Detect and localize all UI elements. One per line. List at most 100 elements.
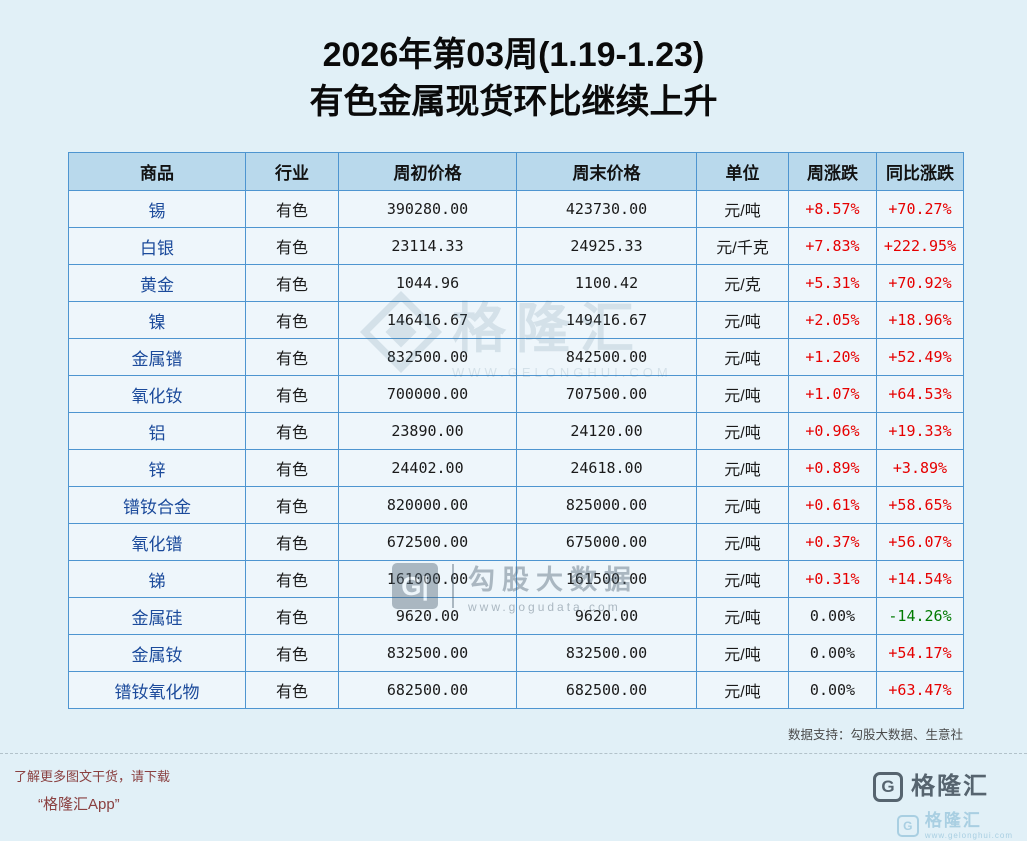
cell-end-price: 423730.00	[516, 190, 697, 228]
cell-yoy-change: +70.92%	[876, 264, 964, 302]
cell-unit: 元/吨	[696, 560, 789, 598]
col-header-yoy-change: 同比涨跌	[876, 152, 964, 191]
col-header-unit: 单位	[696, 152, 789, 191]
promo-line-2: “格隆汇App”	[38, 796, 120, 813]
cell-unit: 元/吨	[696, 301, 789, 339]
cell-weekly-change: +8.57%	[788, 190, 877, 228]
table-row: 黄金 有色 1044.96 1100.42 元/克 +5.31% +70.92%	[68, 264, 964, 302]
cell-commodity: 氧化镨	[68, 523, 246, 561]
table-row: 氧化钕 有色 700000.00 707500.00 元/吨 +1.07% +64.53%	[68, 375, 964, 413]
col-header-start-price: 周初价格	[338, 152, 517, 191]
cell-weekly-change: +2.05%	[788, 301, 877, 339]
cell-yoy-change: +222.95%	[876, 227, 964, 265]
cell-start-price: 832500.00	[338, 338, 517, 376]
cell-yoy-change: +14.54%	[876, 560, 964, 598]
col-header-industry: 行业	[245, 152, 339, 191]
cell-weekly-change: +0.37%	[788, 523, 877, 561]
cell-commodity: 黄金	[68, 264, 246, 302]
table-row: 铝有色 23890.00 24120.00 元/吨 +0.96% +19.33%	[68, 412, 964, 450]
cell-industry: 有色	[245, 523, 339, 561]
cell-yoy-change: +58.65%	[876, 486, 964, 524]
cell-end-price: 675000.00	[516, 523, 697, 561]
cell-industry: 有色	[245, 412, 339, 450]
cell-industry: 有色	[245, 449, 339, 487]
col-header-weekly-change: 周涨跌	[788, 152, 877, 191]
cell-industry: 有色	[245, 597, 339, 635]
data-support-note: 数据支持：勾股大数据、生意社	[787, 728, 963, 742]
cell-industry: 有色	[245, 227, 339, 265]
cell-weekly-change: 0.00%	[788, 597, 877, 635]
cell-unit: 元/吨	[696, 523, 789, 561]
col-header-commodity: 商品	[68, 152, 246, 191]
cell-end-price: 149416.67	[516, 301, 697, 339]
cell-start-price: 1044.96	[338, 264, 517, 302]
cell-start-price: 682500.00	[338, 671, 517, 709]
table-row: 金属镨 有色 832500.00 842500.00 元/吨 +1.20% +52.49%	[68, 338, 964, 376]
cell-end-price: 707500.00	[516, 375, 697, 413]
metals-table-body: 锡有色 390280.00 423730.00 元/吨 +8.57% +70.27% 白银有…	[68, 190, 964, 709]
cell-unit: 元/吨	[696, 449, 789, 487]
cell-start-price: 700000.00	[338, 375, 517, 413]
cell-start-price: 672500.00	[338, 523, 517, 561]
table-row: 镍有色 146416.67 149416.67 元/吨 +2.05% +18.96%	[68, 301, 964, 339]
cell-end-price: 24925.33	[516, 227, 697, 265]
cell-end-price: 1100.42	[516, 264, 697, 302]
cell-industry: 有色	[245, 560, 339, 598]
cell-yoy-change: +70.27%	[876, 190, 964, 228]
cell-end-price: 832500.00	[516, 634, 697, 672]
cell-commodity: 镨钕氧化物	[68, 671, 246, 709]
cell-weekly-change: 0.00%	[788, 671, 877, 709]
cell-weekly-change: +1.07%	[788, 375, 877, 413]
cell-commodity: 镍	[68, 301, 246, 339]
gelonghui-logo-text: 格隆汇	[911, 773, 989, 800]
table-row: 白银 有色 23114.33 24925.33 元/千克 +7.83% +222.95%	[68, 227, 964, 265]
table-row: 金属硅 有色 9620.00 9620.00 元/吨 0.00% -14.26%	[68, 597, 964, 635]
table-row: 镨钕合金 有色 820000.00 825000.00 元/吨 +0.61% +58.65%	[68, 486, 964, 524]
promo-line-1: 了解更多图文干货，请下载	[14, 769, 171, 784]
cell-unit: 元/吨	[696, 634, 789, 672]
cell-end-price: 9620.00	[516, 597, 697, 635]
col-header-end-price: 周末价格	[516, 152, 697, 191]
table-row: 镨钕氧化物 有色 682500.00 682500.00 元/吨 0.00% +63.47%	[68, 671, 964, 709]
table-row: 氧化镨 有色 672500.00 675000.00 元/吨 +0.37% +56.07%	[68, 523, 964, 561]
cell-industry: 有色	[245, 338, 339, 376]
cell-unit: 元/吨	[696, 338, 789, 376]
cell-weekly-change: +7.83%	[788, 227, 877, 265]
cell-yoy-change: +18.96%	[876, 301, 964, 339]
cell-start-price: 161000.00	[338, 560, 517, 598]
cell-industry: 有色	[245, 264, 339, 302]
cell-start-price: 24402.00	[338, 449, 517, 487]
cell-industry: 有色	[245, 634, 339, 672]
cell-industry: 有色	[245, 671, 339, 709]
cell-commodity: 锑	[68, 560, 246, 598]
title-line-2: 有色金属现货环比继续上升	[309, 83, 718, 121]
cell-commodity: 金属钕	[68, 634, 246, 672]
cell-unit: 元/吨	[696, 412, 789, 450]
cell-start-price: 832500.00	[338, 634, 517, 672]
cell-end-price: 161500.00	[516, 560, 697, 598]
cell-yoy-change: +63.47%	[876, 671, 964, 709]
cell-unit: 元/吨	[696, 671, 789, 709]
cell-yoy-change: +3.89%	[876, 449, 964, 487]
cell-weekly-change: +0.96%	[788, 412, 877, 450]
cell-start-price: 9620.00	[338, 597, 517, 635]
cell-unit: 元/克	[696, 264, 789, 302]
table-row: 锌有色 24402.00 24618.00 元/吨 +0.89% +3.89%	[68, 449, 964, 487]
cell-commodity: 氧化钕	[68, 375, 246, 413]
metals-price-table: 商品 行业 周初价格 周末价格 单位 周涨跌 同比涨跌 锡有色 390280.00…	[68, 152, 964, 709]
cell-industry: 有色	[245, 375, 339, 413]
cell-commodity: 锡	[68, 190, 246, 228]
page-title: 2026年第03周(1.19-1.23) 有色金属现货环比继续上升	[0, 32, 1027, 126]
cell-end-price: 842500.00	[516, 338, 697, 376]
cell-unit: 元/吨	[696, 597, 789, 635]
cell-start-price: 390280.00	[338, 190, 517, 228]
cell-industry: 有色	[245, 190, 339, 228]
cell-commodity: 铝	[68, 412, 246, 450]
footer-divider	[0, 753, 1027, 754]
cell-start-price: 146416.67	[338, 301, 517, 339]
gelonghui-logo-icon: G	[873, 772, 903, 802]
cell-commodity: 锌	[68, 449, 246, 487]
cell-weekly-change: +1.20%	[788, 338, 877, 376]
cell-end-price: 825000.00	[516, 486, 697, 524]
cell-yoy-change: +52.49%	[876, 338, 964, 376]
